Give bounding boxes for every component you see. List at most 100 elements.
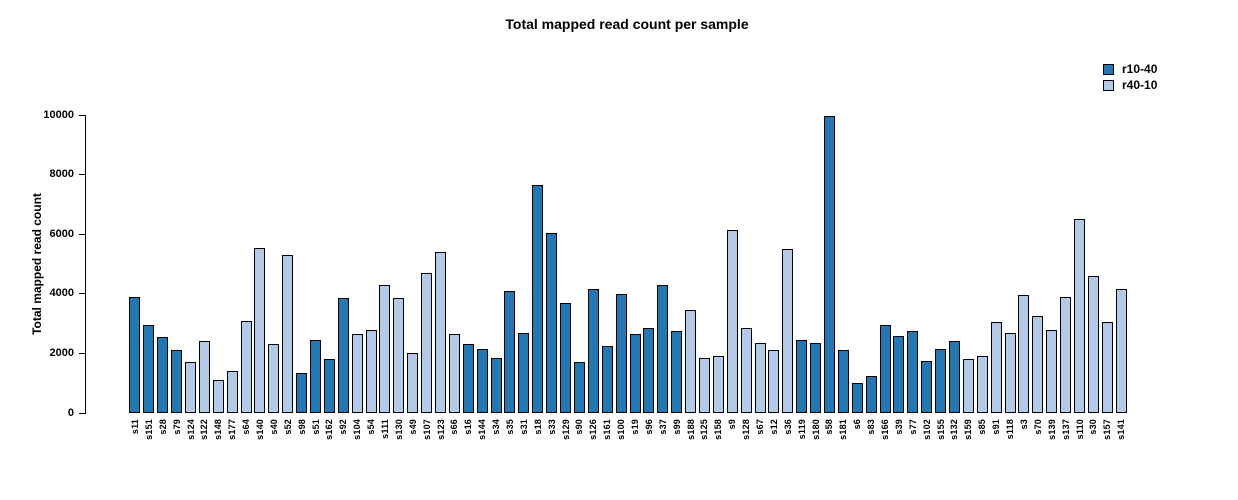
bar-cell: s37 <box>656 115 670 435</box>
x-axis-label: s64 <box>241 419 252 435</box>
bar <box>1087 276 1099 413</box>
x-axis-label: s58 <box>824 419 835 435</box>
bar-cell: s180 <box>809 115 823 440</box>
bar-cell: s12 <box>767 115 781 435</box>
bar-cell: s144 <box>475 115 489 440</box>
x-axis-label: s123 <box>435 419 446 440</box>
x-axis-label: s28 <box>157 419 168 435</box>
bar-cell: s125 <box>698 115 712 440</box>
bar <box>601 346 613 413</box>
x-axis-label: s181 <box>838 419 849 440</box>
bar <box>671 331 683 413</box>
bar-cell: s19 <box>628 115 642 435</box>
bar-cell: s148 <box>211 115 225 440</box>
x-axis-label: s119 <box>796 419 807 440</box>
x-axis-label: s177 <box>227 419 238 440</box>
x-axis-label: s36 <box>782 419 793 435</box>
bar <box>504 291 516 413</box>
bar-cell: s30 <box>1086 115 1100 435</box>
bar <box>1004 333 1016 413</box>
bar <box>865 376 877 413</box>
x-axis-label: s67 <box>755 419 766 435</box>
bar <box>129 297 141 413</box>
bar <box>226 371 238 413</box>
bar <box>754 343 766 413</box>
y-tick-mark <box>79 412 86 414</box>
x-axis-label: s6 <box>852 419 863 430</box>
x-axis-label: s157 <box>1102 419 1113 440</box>
bar <box>1115 289 1127 413</box>
x-axis-label: s30 <box>1088 419 1099 435</box>
x-axis-label: s31 <box>518 419 529 435</box>
bar-cell: s52 <box>281 115 295 435</box>
y-axis-label: Total mapped read count <box>30 193 44 335</box>
y-tick-label: 6000 <box>49 227 74 240</box>
x-axis-label: s83 <box>866 419 877 435</box>
legend-item-r40-10: r40-10 <box>1103 79 1157 91</box>
bar-cell: s104 <box>350 115 364 440</box>
x-axis-label: s79 <box>171 419 182 435</box>
x-axis-label: s166 <box>880 419 891 440</box>
bar-cell: s90 <box>573 115 587 435</box>
bar-cell: s140 <box>253 115 267 440</box>
bar-cell: s16 <box>461 115 475 435</box>
bar <box>323 359 335 413</box>
bar <box>379 285 391 413</box>
bar <box>532 185 544 413</box>
bar-cell: s35 <box>503 115 517 435</box>
bar <box>254 248 266 413</box>
x-axis-label: s52 <box>282 419 293 435</box>
x-axis-label: s151 <box>143 419 154 440</box>
bar-cell: s137 <box>1059 115 1073 440</box>
bar <box>448 334 460 413</box>
bar-cell: s188 <box>684 115 698 440</box>
bar <box>1060 297 1072 413</box>
bar <box>462 344 474 413</box>
bar-cell: s91 <box>989 115 1003 435</box>
bar <box>421 273 433 413</box>
x-axis-label: s90 <box>574 419 585 435</box>
bar-cell: s118 <box>1003 115 1017 439</box>
bar <box>615 294 627 413</box>
bar <box>407 353 419 413</box>
bar-cell: s39 <box>892 115 906 435</box>
y-tick-label: 0 <box>67 406 74 419</box>
x-axis-label: s54 <box>366 419 377 435</box>
bar <box>240 321 252 413</box>
x-axis-label: s66 <box>449 419 460 435</box>
bar-cell: s102 <box>920 115 934 440</box>
bar <box>268 344 280 413</box>
bar-cell: s181 <box>836 115 850 440</box>
x-axis-label: s92 <box>338 419 349 435</box>
bar <box>782 249 794 413</box>
x-axis-label: s125 <box>699 419 710 440</box>
bar-cell: s66 <box>447 115 461 435</box>
x-axis-label: s51 <box>310 419 321 435</box>
bar <box>893 336 905 413</box>
legend-swatch-r40-10-icon <box>1103 79 1114 91</box>
x-axis-label: s140 <box>254 419 265 440</box>
bar-cell: s159 <box>961 115 975 440</box>
bar <box>157 337 169 413</box>
bar <box>435 252 447 413</box>
x-axis-label: s159 <box>963 419 974 440</box>
bar-cell: s99 <box>670 115 684 435</box>
bar <box>851 383 863 413</box>
bar <box>879 325 891 413</box>
bar <box>990 322 1002 413</box>
y-tick-label: 2000 <box>49 346 74 359</box>
x-axis-label: s107 <box>421 419 432 440</box>
bar-cell: s77 <box>906 115 920 435</box>
bar <box>185 362 196 413</box>
bar-cell: s158 <box>711 115 725 440</box>
bar-cell: s100 <box>614 115 628 440</box>
bar <box>212 380 224 413</box>
x-axis-label: s111 <box>379 419 390 439</box>
x-axis-label: s104 <box>352 419 363 440</box>
bar <box>476 349 488 413</box>
bar <box>948 341 960 413</box>
y-tick-mark <box>79 174 86 176</box>
bar <box>282 255 294 413</box>
x-axis-label: s49 <box>407 419 418 435</box>
